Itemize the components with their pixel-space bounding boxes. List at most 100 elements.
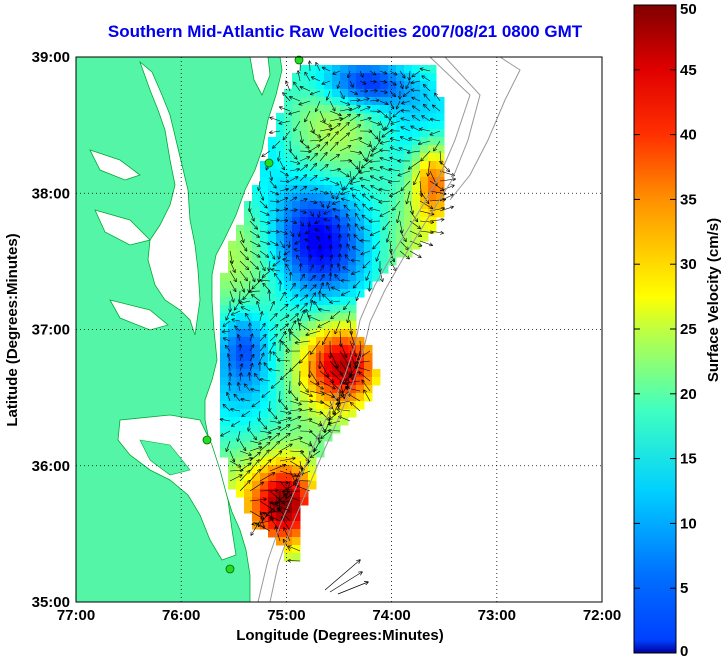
velocity-cell [412, 113, 421, 122]
velocity-arrow [279, 240, 284, 247]
velocity-cell [324, 297, 333, 306]
velocity-arrow [259, 210, 269, 215]
velocity-arrow [353, 195, 361, 202]
velocity-arrow [329, 350, 338, 368]
velocity-arrow [356, 214, 361, 222]
velocity-arrow [249, 499, 266, 502]
velocity-arrow [337, 582, 368, 595]
velocity-cell [348, 329, 357, 338]
velocity-cell [316, 441, 325, 450]
velocity-cell [348, 337, 357, 346]
velocity-arrow [429, 219, 444, 221]
velocity-cell [356, 249, 365, 258]
velocity-arrow [355, 204, 361, 212]
velocity-cell [244, 457, 253, 466]
velocity-cell [276, 529, 285, 538]
velocity-cell [284, 121, 293, 130]
velocity-arrow [390, 190, 401, 196]
velocity-cell [372, 105, 381, 114]
velocity-cell [260, 353, 269, 362]
velocity-arrow [319, 190, 328, 193]
velocity-cell [276, 161, 285, 170]
velocity-arrow [269, 465, 285, 472]
velocity-arrow [252, 400, 261, 407]
velocity-cell [276, 209, 285, 218]
velocity-arrow [382, 130, 391, 137]
velocity-cell [340, 177, 349, 186]
station-marker [294, 55, 304, 65]
velocity-arrow [319, 129, 332, 132]
velocity-arrow [289, 160, 300, 164]
velocity-cell [276, 297, 285, 306]
velocity-cell [308, 321, 317, 330]
velocity-cell [340, 409, 349, 418]
velocity-cell [380, 233, 389, 242]
velocity-cell [220, 297, 229, 306]
velocity-cell [340, 353, 349, 362]
velocity-cell [372, 81, 381, 90]
velocity-cell [380, 225, 389, 234]
velocity-cell [380, 97, 389, 106]
velocity-arrow [249, 373, 250, 382]
velocity-cell [284, 153, 293, 162]
velocity-arrow [239, 240, 247, 251]
velocity-cell [228, 369, 237, 378]
velocity-cell [244, 401, 253, 410]
velocity-cell [300, 273, 309, 282]
velocity-cell [428, 201, 437, 210]
velocity-arrow [339, 146, 351, 152]
velocity-arrow [249, 355, 254, 362]
velocity-arrow [358, 350, 371, 359]
velocity-arrow [379, 130, 380, 141]
velocity-arrow [411, 90, 421, 91]
velocity-cell [396, 137, 405, 146]
velocity-cell [244, 409, 253, 418]
velocity-cell [292, 345, 301, 354]
velocity-cell [300, 481, 309, 490]
velocity-arrow [339, 360, 351, 377]
latitude-tick: 37:00 [32, 322, 70, 339]
velocity-cell [436, 201, 445, 210]
velocity-cell [284, 113, 293, 122]
velocity-arrow [359, 372, 371, 382]
velocity-arrow [420, 69, 431, 72]
velocity-cell [300, 225, 309, 234]
velocity-arrow [398, 170, 411, 176]
velocity-cell [412, 65, 421, 74]
velocity-cell [388, 81, 397, 90]
velocity-cell [324, 289, 333, 298]
velocity-arrow [314, 440, 321, 451]
velocity-cell [260, 401, 269, 410]
velocity-arrow [249, 334, 252, 342]
velocity-cell [308, 217, 317, 226]
velocity-cell [228, 321, 237, 330]
velocity-cell [340, 337, 349, 346]
velocity-cell [332, 337, 341, 346]
velocity-arrow [279, 230, 287, 234]
velocity-cell [348, 65, 357, 74]
velocity-arrow [309, 130, 320, 137]
velocity-cell [420, 97, 429, 106]
velocity-arrow [259, 250, 268, 257]
velocity-cell [276, 225, 285, 234]
velocity-cell [252, 273, 261, 282]
velocity-cell [308, 241, 317, 250]
velocity-arrow [269, 325, 278, 332]
velocity-cell [436, 209, 445, 218]
velocity-arrow [373, 240, 381, 249]
velocity-cell [292, 209, 301, 218]
velocity-cell [380, 121, 389, 130]
velocity-cell [364, 225, 373, 234]
velocity-cell [356, 81, 365, 90]
velocity-arrow [289, 451, 303, 452]
velocity-cell [332, 225, 341, 234]
velocity-arrow [370, 230, 381, 235]
velocity-cell [372, 257, 381, 266]
velocity-cell [364, 97, 373, 106]
velocity-cell [252, 329, 261, 338]
velocity-cell [428, 105, 437, 114]
velocity-arrow [306, 330, 321, 335]
velocity-cell [364, 241, 373, 250]
velocity-cell [308, 105, 317, 114]
velocity-cell [420, 209, 429, 218]
